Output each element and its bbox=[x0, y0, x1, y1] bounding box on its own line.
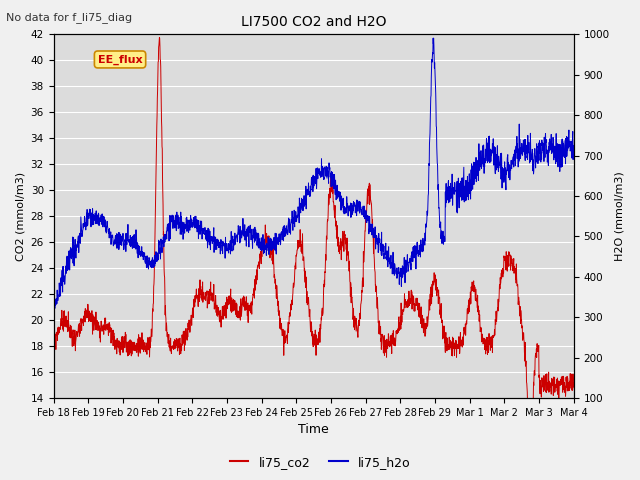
X-axis label: Time: Time bbox=[298, 423, 329, 436]
Legend: li75_co2, li75_h2o: li75_co2, li75_h2o bbox=[225, 451, 415, 474]
Title: LI7500 CO2 and H2O: LI7500 CO2 and H2O bbox=[241, 15, 387, 29]
Y-axis label: CO2 (mmol/m3): CO2 (mmol/m3) bbox=[15, 171, 25, 261]
Text: EE_flux: EE_flux bbox=[98, 54, 142, 65]
Y-axis label: H2O (mmol/m3): H2O (mmol/m3) bbox=[615, 171, 625, 261]
Text: No data for f_li75_diag: No data for f_li75_diag bbox=[6, 12, 132, 23]
